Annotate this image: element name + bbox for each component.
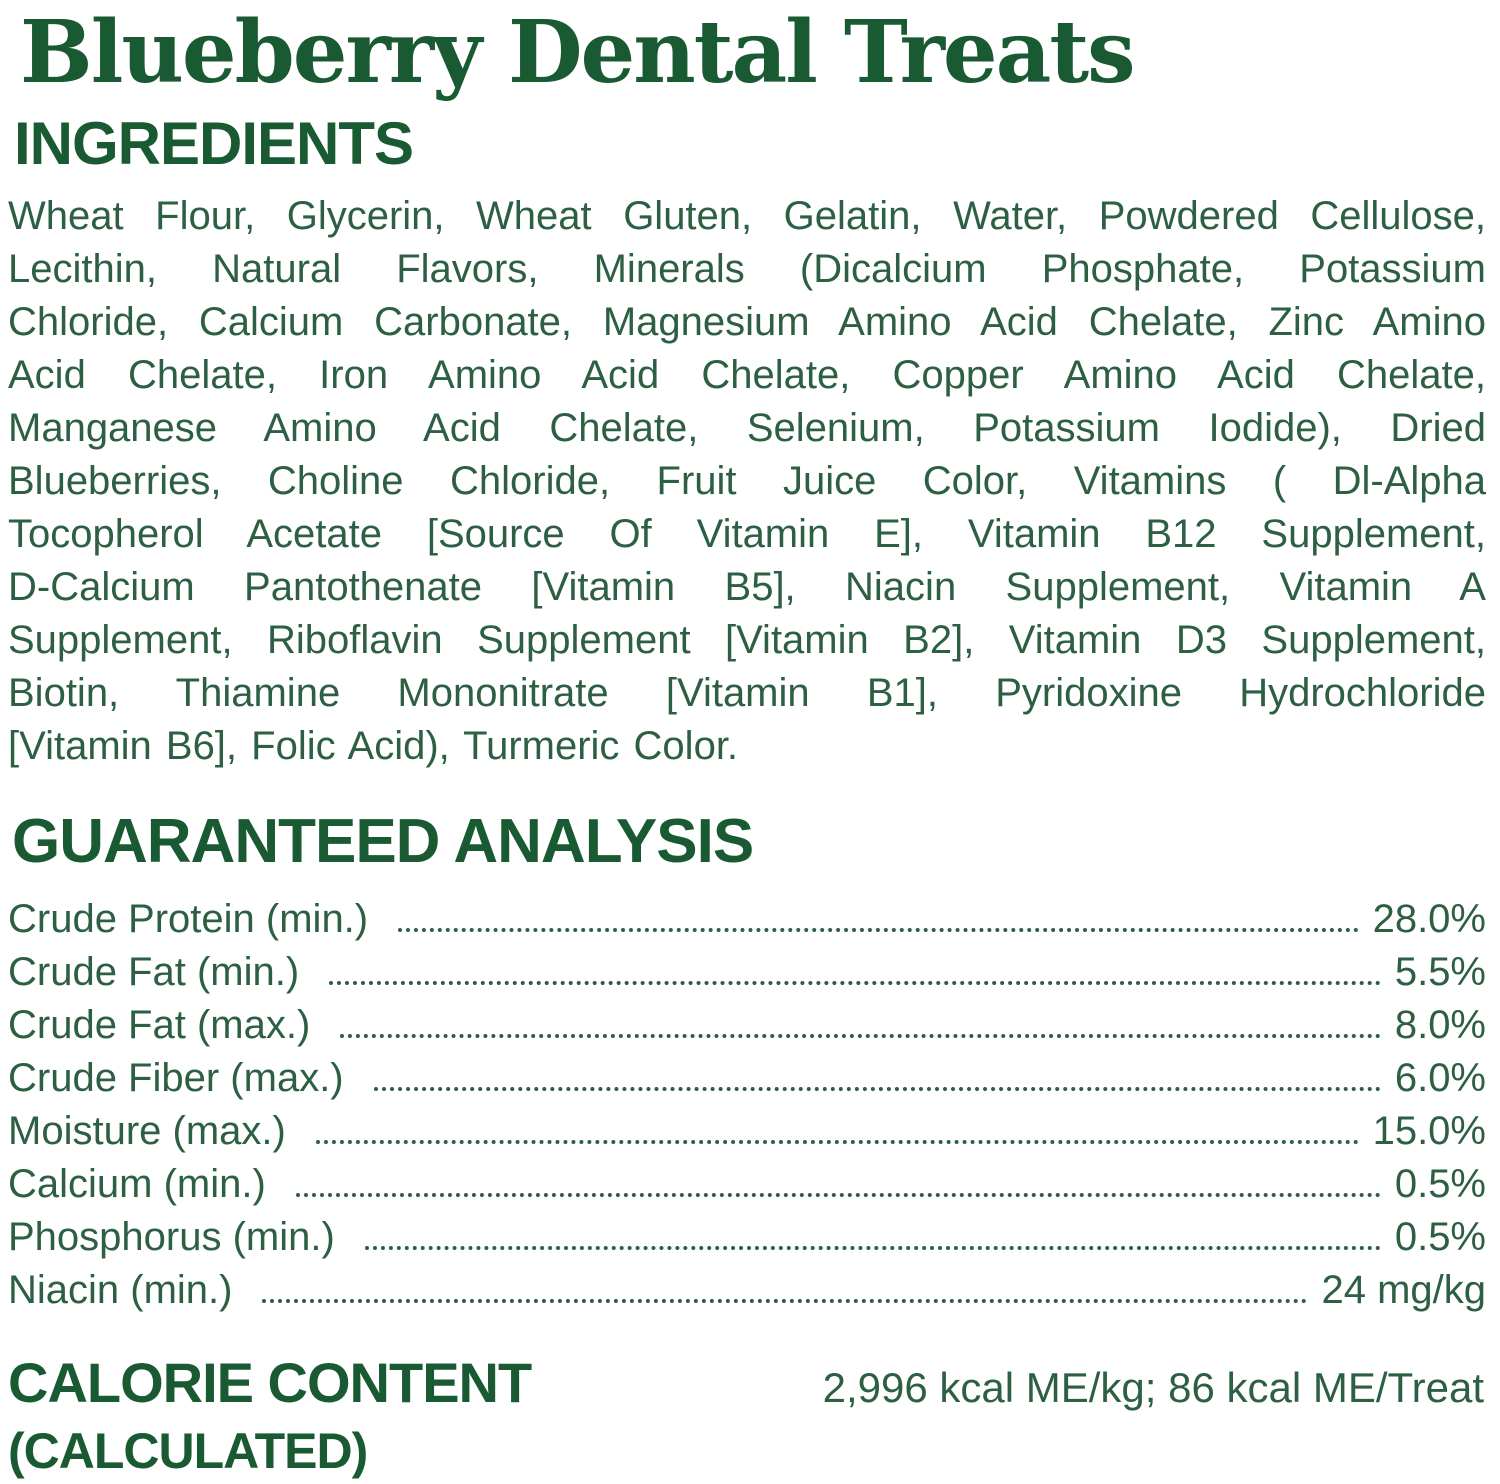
- dot-leader: [295, 1193, 1381, 1197]
- analysis-label: Crude Fat (min.): [8, 950, 300, 994]
- ingredients-line: Manganese Amino Acid Chelate, Selenium, …: [8, 406, 1486, 450]
- dot-leader: [373, 1087, 1381, 1091]
- calorie-heading-line1: CALORIE CONTENT: [8, 1351, 532, 1414]
- calorie-content-value: 2,996 kcal ME/kg; 86 kcal ME/Treat: [822, 1364, 1484, 1411]
- analysis-value: 0.5%: [1394, 1215, 1486, 1259]
- page-title: Blueberry Dental Treats: [20, 2, 1136, 103]
- ingredients-line: [Vitamin B6], Folic Acid), Turmeric Colo…: [8, 724, 739, 768]
- analysis-label: Crude Protein (min.): [8, 897, 369, 941]
- ingredients-heading: INGREDIENTS: [14, 110, 414, 177]
- table-row: Phosphorus (min.) 0.5%: [8, 1211, 1486, 1264]
- ingredients-line: Lecithin, Natural Flavors, Minerals (Dic…: [8, 247, 1486, 291]
- analysis-value: 0.5%: [1394, 1162, 1486, 1206]
- ingredients-line: Supplement, Riboflavin Supplement [Vitam…: [8, 618, 1486, 662]
- analysis-value: 24 mg/kg: [1321, 1268, 1486, 1312]
- calorie-heading-line2: (CALCULATED): [8, 1423, 368, 1479]
- analysis-label: Phosphorus (min.): [8, 1215, 335, 1259]
- analysis-label: Crude Fiber (max.): [8, 1056, 344, 1100]
- table-row: Crude Fat (max.) 8.0%: [8, 999, 1486, 1052]
- dot-leader: [329, 981, 1381, 985]
- guaranteed-analysis-heading: GUARANTEED ANALYSIS: [12, 807, 754, 876]
- analysis-label: Calcium (min.): [8, 1162, 266, 1206]
- ingredients-line: Tocopherol Acetate [Source Of Vitamin E]…: [8, 512, 1486, 556]
- calorie-content-heading: CALORIE CONTENT (CALCULATED): [8, 1347, 532, 1483]
- ingredients-line: Blueberries, Choline Chloride, Fruit Jui…: [8, 459, 1486, 503]
- analysis-label: Niacin (min.): [8, 1268, 233, 1312]
- analysis-value: 8.0%: [1394, 1003, 1486, 1047]
- dot-leader: [340, 1034, 1381, 1038]
- product-label: Blueberry Dental Treats INGREDIENTS Whea…: [0, 4, 1500, 1483]
- dot-leader: [315, 1140, 1359, 1144]
- analysis-value: 5.5%: [1394, 950, 1486, 994]
- analysis-value: 15.0%: [1372, 1109, 1486, 1153]
- ingredients-line: Acid Chelate, Iron Amino Acid Chelate, C…: [8, 353, 1486, 397]
- ingredients-paragraph: Wheat Flour, Glycerin, Wheat Gluten, Gel…: [8, 190, 1486, 773]
- table-row: Moisture (max.) 15.0%: [8, 1105, 1486, 1158]
- ingredients-line: Wheat Flour, Glycerin, Wheat Gluten, Gel…: [8, 194, 1486, 238]
- guaranteed-analysis-table: Crude Protein (min.) 28.0% Crude Fat (mi…: [8, 893, 1486, 1317]
- dot-leader: [262, 1299, 1308, 1303]
- ingredients-line: Biotin, Thiamine Mononitrate [Vitamin B1…: [8, 671, 1486, 715]
- table-row: Crude Protein (min.) 28.0%: [8, 893, 1486, 946]
- analysis-label: Crude Fat (max.): [8, 1003, 311, 1047]
- dot-leader: [398, 928, 1359, 932]
- calorie-content-section: CALORIE CONTENT (CALCULATED) 2,996 kcal …: [8, 1347, 1486, 1483]
- analysis-value: 28.0%: [1372, 897, 1486, 941]
- analysis-label: Moisture (max.): [8, 1109, 286, 1153]
- dot-leader: [364, 1246, 1381, 1250]
- ingredients-line: D-Calcium Pantothenate [Vitamin B5], Nia…: [8, 565, 1486, 609]
- table-row: Crude Fat (min.) 5.5%: [8, 946, 1486, 999]
- table-row: Calcium (min.) 0.5%: [8, 1158, 1486, 1211]
- analysis-value: 6.0%: [1394, 1056, 1486, 1100]
- table-row: Crude Fiber (max.) 6.0%: [8, 1052, 1486, 1105]
- table-row: Niacin (min.) 24 mg/kg: [8, 1264, 1486, 1317]
- ingredients-line: Chloride, Calcium Carbonate, Magnesium A…: [8, 300, 1486, 344]
